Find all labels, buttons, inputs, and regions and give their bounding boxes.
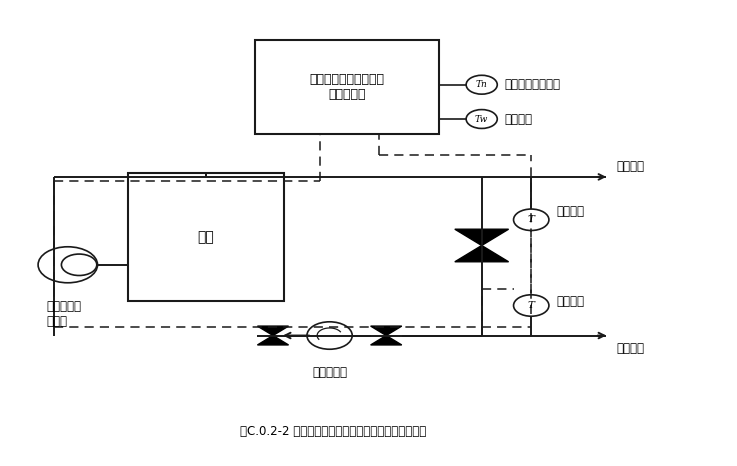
Text: 锅炉: 锅炉 (198, 230, 214, 244)
Text: 比例调节的
燃烧器: 比例调节的 燃烧器 (46, 300, 82, 328)
Text: 采暖循环泵: 采暖循环泵 (312, 366, 347, 379)
Circle shape (466, 110, 497, 129)
Circle shape (466, 75, 497, 94)
Text: 图C.0.2-2 锅炉房燃烧机控制气候补偿系统流程示意图: 图C.0.2-2 锅炉房燃烧机控制气候补偿系统流程示意图 (240, 425, 426, 439)
Circle shape (307, 322, 352, 349)
Text: 供水温度: 供水温度 (556, 205, 584, 218)
Bar (128, 172, 284, 301)
Circle shape (38, 247, 97, 283)
Circle shape (61, 254, 97, 275)
Text: Tw: Tw (475, 115, 489, 123)
Polygon shape (371, 326, 402, 336)
Text: 回水温度: 回水温度 (556, 295, 584, 308)
Polygon shape (455, 246, 509, 262)
Text: Tn: Tn (476, 80, 488, 89)
Polygon shape (371, 336, 402, 345)
Polygon shape (257, 336, 289, 345)
Text: 典型用户室内温度: 典型用户室内温度 (504, 78, 560, 91)
Text: T: T (528, 215, 534, 224)
Circle shape (514, 295, 549, 316)
Polygon shape (455, 229, 509, 246)
Text: 室外温度: 室外温度 (504, 112, 532, 125)
Text: 带气候补偿器功能的锅
炉控制装置: 带气候补偿器功能的锅 炉控制装置 (310, 73, 385, 101)
Text: T: T (528, 301, 534, 310)
Bar (255, 40, 439, 134)
Circle shape (514, 209, 549, 231)
Polygon shape (257, 326, 289, 336)
Text: 用户回水: 用户回水 (616, 342, 644, 355)
Text: 用户供水: 用户供水 (616, 160, 644, 172)
